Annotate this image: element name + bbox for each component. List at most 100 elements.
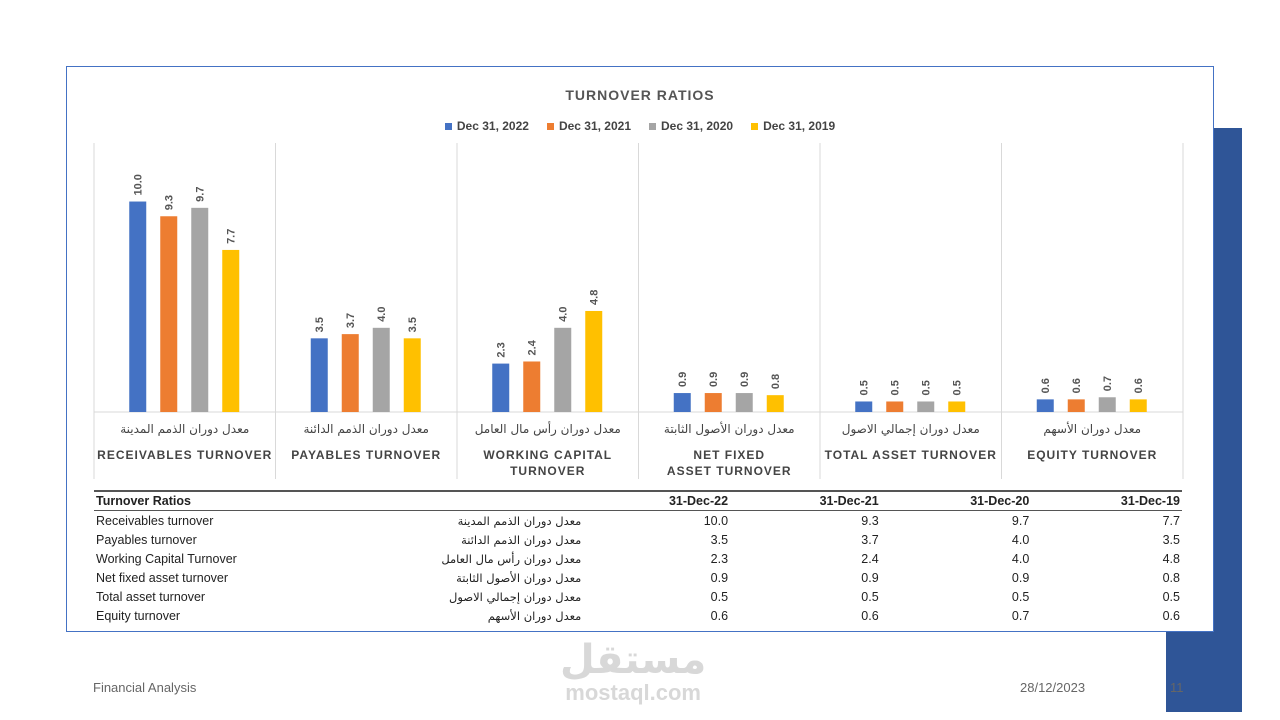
data-label: 9.7: [195, 187, 207, 202]
table-header-cell: 31-Dec-20: [880, 490, 1032, 511]
table-cell: 0.7: [1011, 608, 1030, 623]
table-cell: 0.6: [861, 608, 879, 623]
watermark-arabic: مستقل: [560, 637, 707, 683]
category-label: RECEIVABLES TURNOVER: [97, 448, 272, 462]
bar: [372, 327, 390, 412]
table-cell: 0.6: [1162, 608, 1180, 623]
data-label: 0.9: [739, 372, 751, 387]
bar: [886, 401, 904, 412]
legend-swatch: [751, 122, 759, 130]
data-label: 0.8: [770, 374, 782, 389]
category-label: PAYABLES TURNOVER: [291, 448, 441, 462]
table-cell: 0.5: [861, 589, 879, 604]
table-row: Equity turnover معدل دوران الأسهم 0.6 0.6 0.…: [94, 606, 1182, 625]
bar: [766, 395, 784, 412]
table-row: Payables turnover معدل دوران الذمم الدائن…: [94, 530, 1182, 549]
table-header-cell: 31-Dec-21: [730, 490, 881, 511]
legend-swatch: [546, 122, 554, 130]
data-label: 0.9: [677, 372, 689, 387]
bar: [855, 401, 873, 412]
table-row: Receivables turnover معدل دوران الذمم الم…: [94, 511, 1182, 531]
bar: [191, 207, 209, 412]
legend-item-2021: Dec 31, 2021: [546, 119, 631, 133]
bar: [917, 401, 935, 412]
data-label: 2.3: [496, 342, 508, 357]
slide-frame: TURNOVER RATIOS Dec 31, 2022 Dec 31, 202…: [66, 66, 1214, 632]
table-cell: 0.5: [1162, 589, 1180, 604]
table-cell: 0.9: [710, 570, 729, 585]
footer-date: 28/12/2023: [1020, 680, 1086, 695]
data-label: 4.0: [376, 307, 388, 322]
watermark-url: mostaql.com: [565, 680, 701, 705]
table-cell: 4.8: [1162, 551, 1180, 566]
bar: [129, 201, 147, 412]
bar: [585, 310, 603, 412]
row-label-arabic: معدل دوران الأصول الثابتة: [456, 570, 582, 585]
data-label: 4.0: [558, 307, 570, 322]
category-label: EQUITY TURNOVER: [1027, 448, 1157, 462]
category-label-arabic: معدل دوران إجمالي الاصول: [842, 422, 980, 437]
table-header-cell: 31-Dec-19: [1031, 490, 1182, 511]
row-label: Total asset turnover: [96, 589, 206, 604]
data-label: 4.8: [589, 290, 601, 305]
legend-item-2022: Dec 31, 2022: [444, 119, 529, 133]
bar: [403, 338, 421, 412]
table-cell: 4.0: [1011, 551, 1030, 566]
bar: [948, 401, 966, 412]
data-label: 3.5: [314, 317, 326, 332]
table-row: Net fixed asset turnover معدل دوران الأصو…: [94, 568, 1182, 587]
data-label: 0.5: [921, 380, 933, 395]
data-label: 0.5: [859, 380, 871, 395]
row-label: Net fixed asset turnover: [96, 570, 229, 585]
bar: [673, 393, 691, 412]
chart-title: TURNOVER RATIOS: [565, 87, 715, 103]
data-label: 0.5: [890, 380, 902, 395]
bar: [1098, 397, 1116, 412]
category-label-arabic: معدل دوران الذمم المدينة: [120, 422, 249, 437]
row-label-arabic: معدل دوران رأس مال العامل: [441, 551, 582, 566]
table-cell: 9.3: [861, 513, 879, 528]
footer-title: Financial Analysis: [93, 680, 197, 695]
legend-item-2019: Dec 31, 2019: [751, 119, 835, 133]
row-label-arabic: معدل دوران الذمم الدائنة: [461, 532, 582, 547]
legend-swatch: [444, 122, 452, 130]
category-label-arabic: معدل دوران رأس مال العامل: [475, 421, 621, 437]
bar: [222, 249, 240, 412]
table-cell: 2.3: [710, 551, 729, 566]
row-label: Payables turnover: [96, 532, 197, 547]
table-cell: 0.6: [710, 608, 729, 623]
category-label-arabic: معدل دوران الذمم الدائنة: [304, 422, 429, 437]
legend-label: Dec 31, 2022: [456, 119, 529, 133]
bar-chart: 10.0 9.3 9.7 7.7 معدل دوران الذمم المدينة REC…: [93, 143, 1184, 479]
legend-label: Dec 31, 2019: [763, 119, 836, 133]
bar: [1036, 399, 1054, 412]
category-label: TOTAL ASSET TURNOVER: [825, 448, 997, 462]
table-cell: 0.5: [710, 589, 729, 604]
table-header-cell: Turnover Ratios: [94, 490, 256, 511]
bar: [554, 327, 572, 412]
row-label-arabic: معدل دوران إجمالي الاصول: [449, 589, 582, 604]
category-label: WORKING CAPITAL: [483, 448, 612, 462]
data-label: 3.7: [345, 313, 357, 328]
category-label-arabic: معدل دوران الأصول الثابتة: [664, 421, 795, 437]
data-label: 0.5: [952, 380, 964, 395]
table-cell: 0.8: [1162, 570, 1180, 585]
data-label: 0.6: [1133, 378, 1145, 393]
data-label: 2.4: [527, 339, 539, 355]
page-number: 11: [1170, 680, 1184, 695]
legend-label: Dec 31, 2021: [558, 119, 631, 133]
table-header-row: Turnover Ratios 31-Dec-22 31-Dec-21 31-D…: [94, 490, 1182, 511]
category-label: ASSET TURNOVER: [667, 464, 792, 478]
row-label: Equity turnover: [96, 608, 181, 623]
table-cell: 9.7: [1011, 513, 1030, 528]
data-label: 3.5: [407, 317, 419, 332]
table-cell: 3.5: [710, 532, 729, 547]
table-cell: 10.0: [703, 513, 729, 528]
data-label: 0.9: [708, 372, 720, 387]
data-label: 7.7: [226, 229, 238, 244]
category-label-arabic: معدل دوران الأسهم: [1043, 421, 1141, 437]
table-cell: 3.5: [1162, 532, 1180, 547]
legend-item-2020: Dec 31, 2020: [649, 119, 733, 133]
table-header-cell: 31-Dec-22: [581, 490, 731, 511]
bar: [523, 361, 541, 412]
